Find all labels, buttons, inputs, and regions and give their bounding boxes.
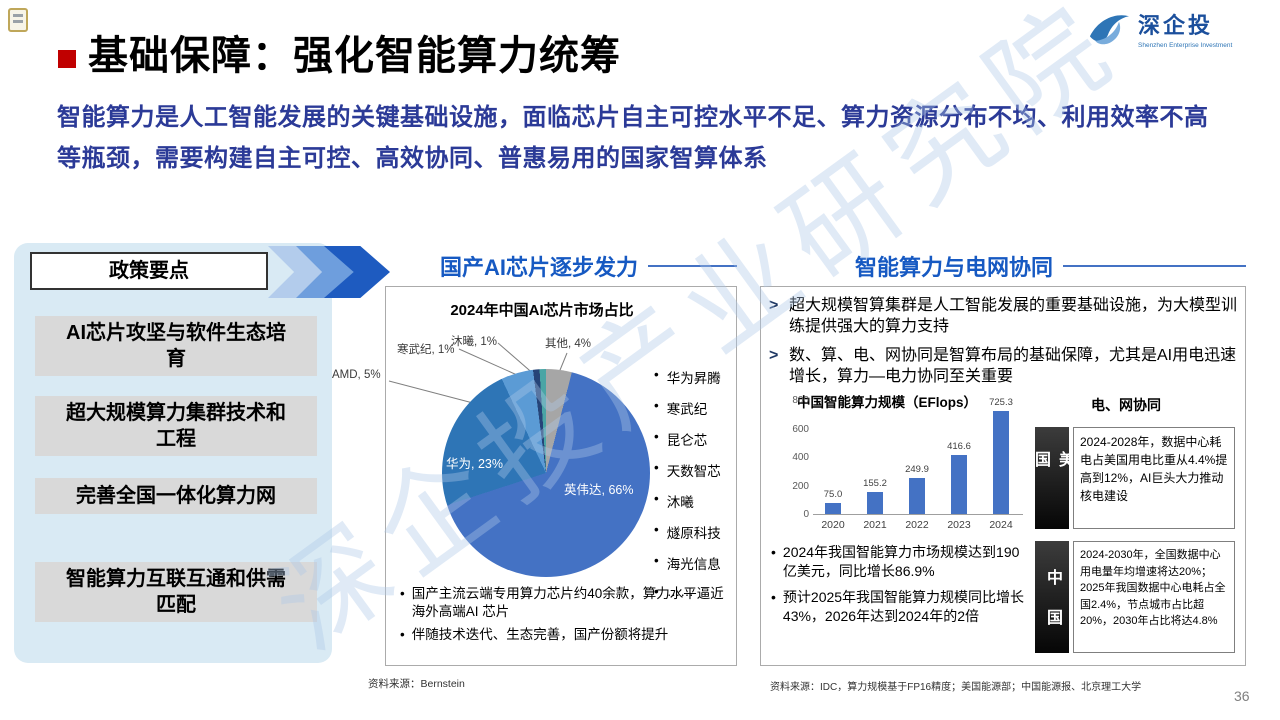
logo: 深企投 Shenzhen Enterprise Investment bbox=[1086, 8, 1232, 49]
logo-caption: Shenzhen Enterprise Investment bbox=[1138, 42, 1233, 49]
legend-item: • 天数智芯 bbox=[654, 460, 721, 479]
pie-label: 英伟达, 66% bbox=[564, 483, 634, 497]
grid-bullet: > 数、算、电、网协同是智算布局的基础保障，尤其是AI用电迅速增长，算力—电力协… bbox=[769, 345, 1241, 387]
policy-item: AI芯片攻坚与软件生态培育 bbox=[35, 316, 317, 376]
legend-item: • 沐曦 bbox=[654, 491, 694, 510]
country-text-cn: 2024-2030年，全国数据中心用电量年均增速将达20%；2025年我国数据中… bbox=[1073, 541, 1235, 653]
legend-item: • 华为昇腾 bbox=[654, 367, 721, 386]
logo-name: 深企投 bbox=[1138, 13, 1214, 38]
pie-label: 其他, 4% bbox=[545, 338, 592, 350]
y-axis-tick: 600 bbox=[792, 423, 809, 435]
policy-item: 智能算力互联互通和供需匹配 bbox=[35, 562, 317, 622]
bar-category-label: 2021 bbox=[863, 519, 887, 531]
country-label-text: 中国 bbox=[1044, 569, 1061, 649]
bar-value-label: 416.6 bbox=[947, 440, 971, 452]
arrow-bullet-icon: > bbox=[769, 347, 779, 365]
header: 基础保障：强化智能算力统筹 bbox=[58, 36, 621, 76]
country-label-text: 美国 bbox=[1032, 451, 1073, 491]
grid-section-title: 智能算力与电网协同 bbox=[855, 255, 1054, 280]
policy-item: 超大规模算力集群技术和工程 bbox=[35, 396, 317, 456]
bullet-icon: • bbox=[400, 586, 405, 601]
logo-swoosh-icon bbox=[1089, 14, 1129, 44]
bullet-icon: • bbox=[771, 544, 776, 560]
chip-note-text: 国产主流云端专用算力芯片约40余款，算力水平逼近海外高端AI 芯片 bbox=[411, 586, 724, 620]
bullet-icon: • bbox=[771, 589, 776, 606]
y-axis-tick: 400 bbox=[792, 452, 809, 463]
bar-category-label: 2024 bbox=[989, 519, 1013, 531]
chip-note: • 伴随技术迭代、生态完善，国产份额将提升 bbox=[400, 626, 736, 644]
policy-header: 政策要点 bbox=[30, 252, 268, 290]
grid-bullet: > 超大规模智算集群是人工智能发展的重要基础设施，为大模型训练提供强大的算力支持 bbox=[769, 295, 1241, 337]
grid-bottom-bullet-text: 2024年我国智能算力市场规模达到190亿美元，同比增长86.9% bbox=[782, 544, 1020, 579]
grid-bottom-bullet: • 2024年我国智能算力市场规模达到190亿美元，同比增长86.9% bbox=[771, 543, 1025, 580]
slide-subtitle: 智能算力是人工智能发展的关键基础设施，面临芯片自主可控水平不足、算力资源分布不均… bbox=[57, 104, 1209, 172]
ai-chip-pie-chart bbox=[442, 369, 650, 577]
grid-bottom-bullet: • 预计2025年我国智能算力规模同比增长43%，2026年达到2024年的2倍 bbox=[771, 588, 1025, 625]
computing-power-bar-chart: 75.0 2020 155.2 2021 249.9 2022 416.6 2023 725.3… bbox=[792, 395, 1023, 531]
pie-label: 寒武纪, 1% bbox=[397, 344, 455, 356]
title-bullet-icon bbox=[58, 50, 76, 68]
legend-item: • 燧原科技 bbox=[654, 522, 721, 541]
country-text-us: 2024-2028年，数据中心耗电占美国用电比重从4.4%提高到12%，AI巨头… bbox=[1073, 427, 1235, 529]
chip-notes: • 国产主流云端专用算力芯片约40余款，算力水平逼近海外高端AI 芯片 • 伴随… bbox=[400, 585, 736, 645]
y-axis-tick: 200 bbox=[792, 480, 809, 492]
bar-group: 249.9 2022 bbox=[897, 401, 937, 531]
grid-section-title-row: 智能算力与电网协同 bbox=[760, 250, 1246, 282]
bar-value-label: 75.0 bbox=[823, 489, 843, 501]
chip-note: • 国产主流云端专用算力芯片约40余款，算力水平逼近海外高端AI 芯片 bbox=[400, 585, 736, 621]
title-underline bbox=[648, 264, 737, 268]
grid-bullet-text: 数、算、电、网协同是智算布局的基础保障，尤其是AI用电迅速增长，算力—电力协同至… bbox=[789, 347, 1237, 386]
page-title: 基础保障：强化智能算力统筹 bbox=[88, 34, 621, 78]
title-underline bbox=[1063, 264, 1246, 268]
bar-group: 725.3 2024 bbox=[981, 397, 1021, 531]
grid-bottom-bullets: • 2024年我国智能算力市场规模达到190亿美元，同比增长86.9% • 预计… bbox=[771, 543, 1025, 625]
chip-note-text: 伴随技术迭代、生态完善，国产份额将提升 bbox=[411, 627, 669, 643]
bar-category-label: 2022 bbox=[905, 519, 929, 531]
slide-thumbnail-icon bbox=[8, 8, 28, 32]
legend-item: • 昆仑芯 bbox=[654, 429, 708, 448]
grid-coordination-label: 电、网协同 bbox=[1091, 397, 1161, 413]
bar bbox=[867, 491, 883, 514]
pie-label: 华为, 23% bbox=[446, 457, 503, 471]
bar-group: 155.2 2021 bbox=[855, 401, 895, 531]
grid-bullet-text: 超大规模智算集群是人工智能发展的重要基础设施，为大模型训练提供强大的算力支持 bbox=[789, 297, 1238, 336]
legend-item: •…… bbox=[654, 584, 694, 599]
y-axis-tick: 800 bbox=[792, 395, 809, 406]
pie-legend: • 华为昇腾 • 寒武纪 • 昆仑芯 • 天数智芯 • 沐曦 • 燧原科技 • 海光信息 •…… bbox=[654, 367, 721, 599]
chip-section-title-row: 国产AI芯片逐步发力 bbox=[385, 250, 737, 282]
bar-group: 416.6 2023 bbox=[939, 401, 979, 531]
bar bbox=[951, 454, 967, 514]
chip-section-title: 国产AI芯片逐步发力 bbox=[440, 255, 639, 280]
pie-chart-title: 2024年中国AI芯片市场占比 bbox=[450, 302, 634, 319]
bar bbox=[909, 478, 925, 514]
pie-label: 沐曦, 1% bbox=[451, 336, 498, 348]
bar-category-label: 2023 bbox=[947, 519, 971, 531]
chip-section-box: 2024年中国AI芯片市场占比 英伟达, 66% 华为, 23% AMD, 5% 寒武… bbox=[332, 286, 737, 666]
grid-section-box: > 超大规模智算集群是人工智能发展的重要基础设施，为大模型训练提供强大的算力支持… bbox=[760, 286, 1246, 666]
bar-chart-title: 中国智能算力规模（EFlops） bbox=[797, 395, 978, 410]
country-label-us: 美国 bbox=[1032, 427, 1073, 529]
pie-label: AMD, 5% bbox=[332, 369, 381, 381]
bar-category-label: 2020 bbox=[821, 519, 845, 531]
legend-item: • 寒武纪 bbox=[654, 398, 708, 417]
bar-value-label: 725.3 bbox=[989, 396, 1013, 408]
bar-group: 75.0 2020 bbox=[813, 401, 853, 531]
arrow-bullet-icon: > bbox=[769, 297, 779, 314]
country-label-cn: 中国 bbox=[1035, 541, 1069, 653]
page-number: 36 bbox=[1234, 688, 1250, 704]
legend-item: • 海光信息 bbox=[654, 553, 721, 572]
bar-value-label: 155.2 bbox=[863, 477, 887, 489]
bar bbox=[825, 503, 841, 514]
y-axis-tick: 0 bbox=[803, 509, 809, 520]
bullet-icon: • bbox=[400, 627, 405, 643]
grid-bullets: > 超大规模智算集群是人工智能发展的重要基础设施，为大模型训练提供强大的算力支持… bbox=[769, 295, 1241, 387]
bar-value-label: 249.9 bbox=[905, 464, 929, 476]
policy-panel: 政策要点 AI芯片攻坚与软件生态培育 超大规模算力集群技术和工程 完善全国一体化… bbox=[14, 243, 332, 663]
grid-bottom-bullet-text: 预计2025年我国智能算力规模同比增长43%，2026年达到2024年的2倍 bbox=[782, 589, 1025, 624]
source-bernstein: 资料来源：Bernstein bbox=[368, 678, 465, 690]
source-idc: 资料来源：IDC，算力规模基于FP16精度；美国能源部；中国能源报、北京理工大学 bbox=[770, 682, 1142, 693]
policy-item: 完善全国一体化算力网 bbox=[35, 478, 317, 514]
bar bbox=[993, 410, 1009, 514]
